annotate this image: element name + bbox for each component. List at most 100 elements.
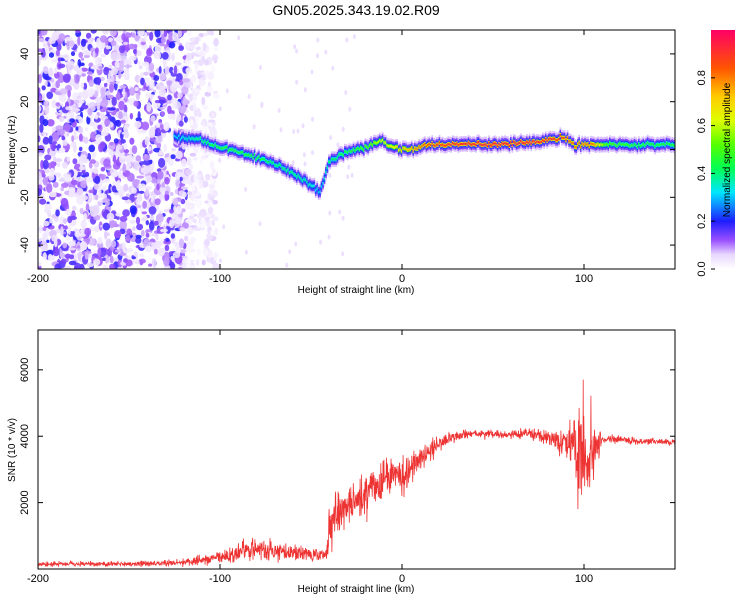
noise-blob — [90, 30, 97, 34]
ridge-cell — [542, 139, 544, 142]
noise-blob — [125, 259, 133, 267]
noise-blob — [93, 183, 99, 190]
ridge-cell — [264, 158, 266, 161]
noise-blob — [132, 226, 136, 232]
noise-blob — [319, 239, 322, 245]
noise-blob — [66, 62, 70, 69]
noise-blob — [63, 225, 68, 230]
noise-blob — [120, 139, 126, 144]
noise-blob — [47, 162, 55, 170]
noise-blob — [155, 127, 161, 137]
noise-blob — [142, 61, 150, 67]
ridge-cell — [213, 144, 215, 148]
ridge-cell — [470, 143, 473, 146]
ridge-cell — [617, 143, 620, 146]
noise-blob — [103, 178, 111, 183]
ridge-cell — [298, 176, 301, 179]
ridge-cell — [447, 143, 450, 146]
noise-blob — [83, 213, 88, 222]
ridge-cell — [499, 144, 502, 147]
noise-blob — [123, 123, 130, 129]
noise-blob — [58, 147, 66, 154]
spectrogram-x-label: Height of straight line (km) — [298, 285, 415, 296]
noise-blob — [135, 198, 141, 206]
noise-blob — [90, 131, 96, 141]
ridge-cell — [476, 141, 479, 144]
noise-blob — [86, 115, 91, 125]
noise-blob — [102, 185, 107, 192]
noise-blob — [48, 191, 57, 198]
ridge-cell — [306, 180, 308, 184]
noise-blob — [94, 134, 103, 143]
noise-blob — [352, 34, 356, 40]
noise-blob — [183, 116, 188, 123]
noise-blob — [122, 41, 129, 46]
noise-blob — [153, 220, 159, 226]
snr-x-axis: -200 -100 0 100 — [27, 330, 593, 585]
ridge-cell — [188, 136, 190, 139]
ridge-cell — [435, 143, 438, 146]
noise-blob — [58, 116, 65, 122]
noise-blob — [218, 157, 222, 163]
noise-blob — [131, 32, 136, 38]
ridge-cell — [584, 142, 586, 145]
ridge-cell — [537, 140, 540, 144]
ridge-cell — [478, 141, 480, 144]
ridge-cell — [223, 147, 225, 150]
noise-blob — [98, 143, 104, 153]
ridge-cell — [204, 139, 206, 143]
ridge-cell — [629, 145, 632, 148]
ridge-cell — [363, 149, 365, 152]
noise-blob — [54, 67, 58, 74]
noise-blob — [62, 73, 71, 83]
noise-blob — [134, 260, 140, 265]
noise-blob — [170, 233, 176, 239]
noise-blob — [115, 144, 123, 150]
noise-blob — [65, 235, 71, 241]
noise-blob — [95, 97, 103, 103]
ridge-cell — [472, 143, 474, 146]
noise-blob — [54, 158, 63, 163]
noise-blob — [198, 78, 206, 87]
noise-blob — [103, 66, 109, 76]
noise-blob — [172, 197, 179, 206]
ridge-cell — [428, 142, 431, 146]
ridge-cell — [460, 142, 463, 145]
noise-blob — [194, 62, 199, 68]
noise-blob — [170, 255, 174, 261]
noise-blob — [260, 103, 264, 109]
noise-blob — [98, 188, 102, 196]
noise-blob — [76, 187, 83, 196]
noise-blob — [60, 197, 69, 208]
noise-blob — [83, 54, 90, 59]
noise-blob — [103, 82, 108, 88]
ridge-cell — [367, 146, 369, 149]
noise-blob — [76, 196, 84, 205]
noise-blob — [111, 185, 117, 193]
noise-blob — [143, 44, 148, 51]
ridge-cell — [352, 148, 355, 151]
noise-blob — [46, 91, 54, 100]
ridge-cell — [314, 189, 317, 192]
ridge-cell — [240, 151, 243, 154]
noise-blob — [51, 132, 60, 142]
noise-blob — [118, 69, 122, 80]
noise-blob — [148, 263, 153, 267]
ridge-cell — [198, 137, 201, 140]
ridge-cell — [642, 143, 645, 146]
noise-blob — [181, 222, 189, 229]
ridge-cell — [670, 144, 672, 147]
noise-blob — [174, 241, 179, 247]
noise-blob — [87, 107, 93, 116]
noise-blob — [155, 232, 159, 241]
noise-blob — [88, 37, 95, 41]
ridge-cell — [390, 145, 393, 148]
ridge-cell — [229, 148, 231, 151]
ridge-cell — [588, 145, 591, 148]
snr-x-tick-label: 0 — [399, 573, 405, 585]
ridge-cell — [210, 143, 212, 146]
noise-blob — [202, 247, 208, 257]
noise-blob — [144, 245, 152, 253]
noise-blob — [291, 160, 295, 166]
ridge-cell — [662, 142, 665, 146]
